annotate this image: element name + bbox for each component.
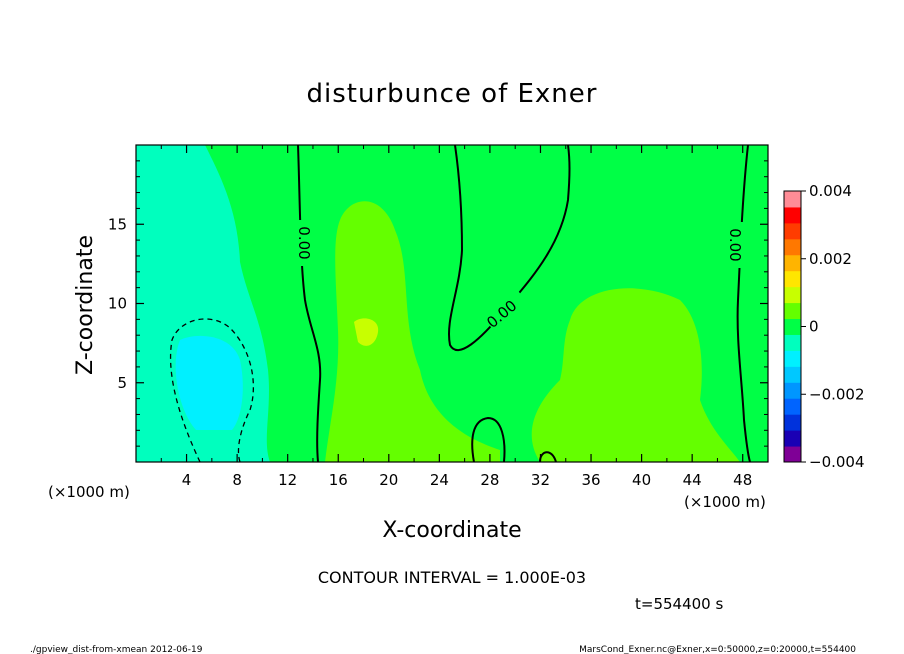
y-tick-label: 10 [108,295,127,313]
colorbar-swatch [784,366,801,383]
x-tick-label: 12 [278,471,297,489]
footer-right-text: MarsCond_Exner.nc@Exner,x=0:50000,z=0:20… [579,645,856,654]
colorbar-swatch [784,222,801,240]
colorbar-tick-label: 0.004 [809,182,852,200]
contour-interval-text: CONTOUR INTERVAL = 1.000E-03 [318,568,586,587]
x-tick-label: 28 [480,471,499,489]
colorbar-swatch [784,350,801,367]
field-region-positive-spot [354,318,379,346]
x-tick-label: 8 [232,471,242,489]
zero-contour-loop-bottom [471,416,506,462]
x-tick-label: 44 [683,471,702,489]
colorbar-swatch [784,286,801,304]
x-tick-label: 32 [531,471,550,489]
plot-area [136,145,768,462]
x-tick-label: 16 [329,471,348,489]
zero-contour-line-right [736,145,751,462]
contour-label-right: 0.00 [726,228,744,261]
x-axis: 4 8 12 16 20 24 28 32 36 40 44 48 [160,145,752,489]
footer-left-text: ./gpview_dist-from-xmean 2012-06-19 [30,645,203,654]
colorbar-swatch [784,191,801,208]
x-tick-label: 36 [581,471,600,489]
colorbar-swatch [784,334,801,351]
colorbar-swatch [784,254,801,272]
colorbar-swatch [784,398,801,415]
x-axis-label: X-coordinate [382,518,521,543]
x-tick-label: 48 [733,471,752,489]
colorbar-swatch [784,430,801,447]
y-axis: 5 10 15 [108,160,768,447]
colorbar-tick-label: 0.002 [809,250,852,268]
colorbar-swatch [784,270,801,288]
contour-label-left: 0.00 [295,226,313,259]
zero-contour-line-left [297,145,322,462]
x-tick-label: 4 [182,471,192,489]
y-axis-label: Z-coordinate [73,235,98,375]
colorbar: 0.004 0.002 0 −0.002 −0.004 [783,182,865,471]
y-tick-label: 15 [108,215,127,233]
colorbar-tick-label: −0.004 [809,453,865,471]
zero-contour-line-middle [448,145,571,351]
colorbar-swatch [784,238,801,256]
colorbar-tick-label: −0.002 [809,385,865,403]
colorbar-swatch [784,414,801,431]
field-region-negative-inner [175,335,243,430]
field-region-positive-center [325,201,500,462]
colorbar-swatch [784,302,801,320]
y-axis-unit: (×1000 m) [48,483,130,501]
colorbar-tick-label: 0 [809,318,819,336]
y-tick-label: 5 [117,374,127,392]
x-axis-unit: (×1000 m) [684,493,766,511]
colorbar-swatch [784,382,801,399]
contour-labels: 0.00 0.00 0.00 [290,220,746,342]
negative-contour-dashed [169,318,255,462]
colorbar-swatch [784,206,801,224]
colorbar-swatch [784,318,801,335]
time-text: t=554400 s [635,595,723,613]
chart-title: disturbunce of Exner [307,79,598,109]
x-tick-label: 20 [379,471,398,489]
colorbar-swatch [784,446,801,463]
x-tick-label: 40 [632,471,651,489]
x-tick-label: 24 [430,471,449,489]
field-region-positive-right [531,288,740,462]
